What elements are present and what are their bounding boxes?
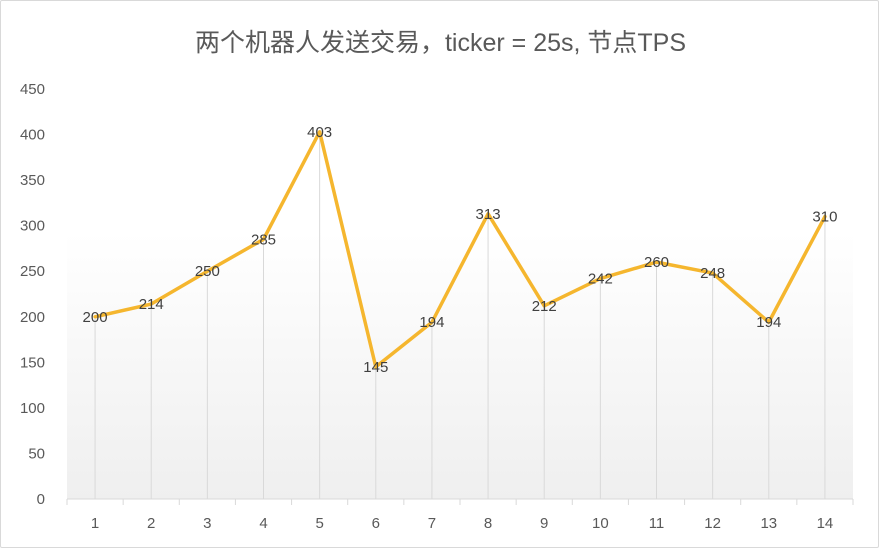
data-label: 285 — [251, 231, 276, 248]
x-tick-label: 13 — [760, 515, 777, 532]
data-label: 242 — [588, 271, 613, 288]
data-label: 212 — [532, 298, 557, 315]
x-tick-label: 4 — [259, 515, 267, 532]
y-tick-label: 150 — [20, 354, 45, 371]
data-labels: 200 214 250 285 403 145 194 313 212 242 260 248 194 3… — [83, 124, 838, 376]
data-label: 403 — [307, 124, 332, 141]
x-tick-label: 1 — [91, 515, 99, 532]
x-tick-label: 9 — [540, 515, 548, 532]
y-tick-label: 350 — [20, 172, 45, 189]
y-tick-label: 0 — [37, 491, 45, 508]
data-label: 310 — [812, 209, 837, 226]
data-label: 194 — [756, 314, 781, 331]
x-tick-label: 10 — [592, 515, 609, 532]
x-tick-label: 14 — [817, 515, 834, 532]
x-tick-label: 3 — [203, 515, 211, 532]
y-axis-labels: 0 50 100 150 200 250 300 350 400 450 — [20, 81, 45, 508]
x-tick-label: 6 — [372, 515, 380, 532]
x-tick-label: 11 — [649, 515, 665, 532]
x-tick-label: 2 — [147, 515, 155, 532]
data-label: 248 — [700, 265, 725, 282]
y-tick-label: 50 — [28, 445, 45, 462]
y-tick-label: 200 — [20, 309, 45, 326]
y-tick-label: 400 — [20, 127, 45, 144]
y-tick-label: 100 — [20, 400, 45, 417]
data-label: 260 — [644, 254, 669, 271]
data-label: 194 — [419, 314, 444, 331]
drop-lines — [94, 131, 826, 499]
data-label: 250 — [195, 263, 220, 280]
chart-title: 两个机器人发送交易，ticker = 25s, 节点TPS — [194, 29, 687, 57]
y-tick-label: 450 — [20, 81, 45, 98]
x-tick-label: 5 — [315, 515, 323, 532]
y-tick-label: 300 — [20, 218, 45, 235]
x-axis-tick-marks — [66, 499, 854, 505]
data-label: 214 — [139, 296, 164, 313]
data-label: 145 — [363, 359, 388, 376]
plot-area-background — [67, 89, 853, 499]
x-tick-label: 8 — [484, 515, 492, 532]
series-line — [93, 130, 827, 369]
data-label: 313 — [476, 206, 501, 223]
x-tick-label: 7 — [428, 515, 436, 532]
x-tick-label: 12 — [704, 515, 721, 532]
data-label: 200 — [83, 309, 108, 326]
y-tick-label: 250 — [20, 263, 45, 280]
x-axis-labels: 1 2 3 4 5 6 7 8 9 10 11 12 13 14 — [91, 515, 833, 532]
